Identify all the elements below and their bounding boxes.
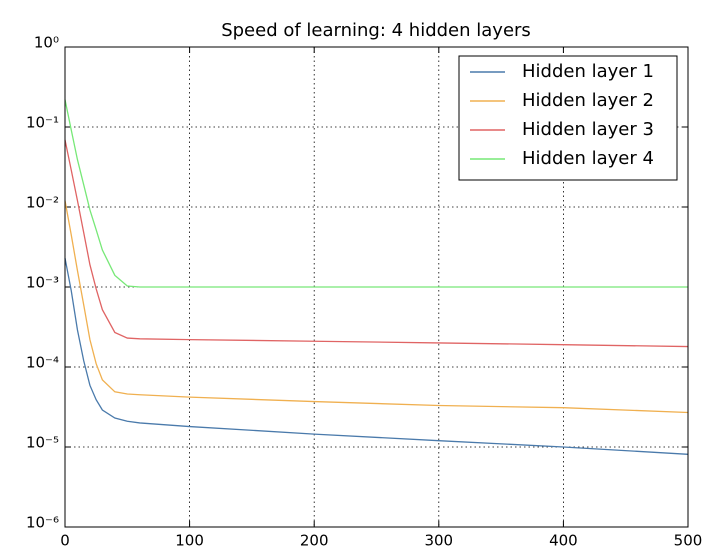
- series-line: [64, 200, 689, 414]
- legend-label: Hidden layer 2: [522, 90, 654, 111]
- series-line: [64, 257, 689, 455]
- series-line: [64, 99, 688, 288]
- y-tick-label: 10⁻⁶: [26, 514, 59, 532]
- legend-label: Hidden layer 1: [522, 61, 654, 82]
- x-tick-label: 400: [549, 532, 578, 549]
- y-tick-label: 10⁻²: [26, 194, 59, 212]
- legend-label: Hidden layer 4: [522, 148, 654, 169]
- x-tick-label: 300: [424, 532, 453, 549]
- x-tick-label: 200: [300, 532, 329, 549]
- legend-label: Hidden layer 3: [522, 119, 654, 140]
- x-tick-label: 0: [60, 532, 70, 549]
- series-line: [64, 139, 689, 348]
- plot-frame: [64, 46, 689, 528]
- y-tick-label: 10⁰: [34, 34, 59, 52]
- y-tick-label: 10⁻⁴: [26, 354, 59, 372]
- chart-title: Speed of learning: 4 hidden layers: [221, 20, 531, 41]
- y-tick-label: 10⁻¹: [26, 114, 59, 132]
- x-tick-label: 500: [674, 532, 703, 549]
- x-tick-label: 100: [175, 532, 204, 549]
- y-tick-label: 10⁻³: [26, 274, 59, 292]
- y-tick-label: 10⁻⁵: [26, 434, 59, 452]
- legend: Hidden layer 1 Hidden layer 2 Hidden layer…: [458, 55, 678, 181]
